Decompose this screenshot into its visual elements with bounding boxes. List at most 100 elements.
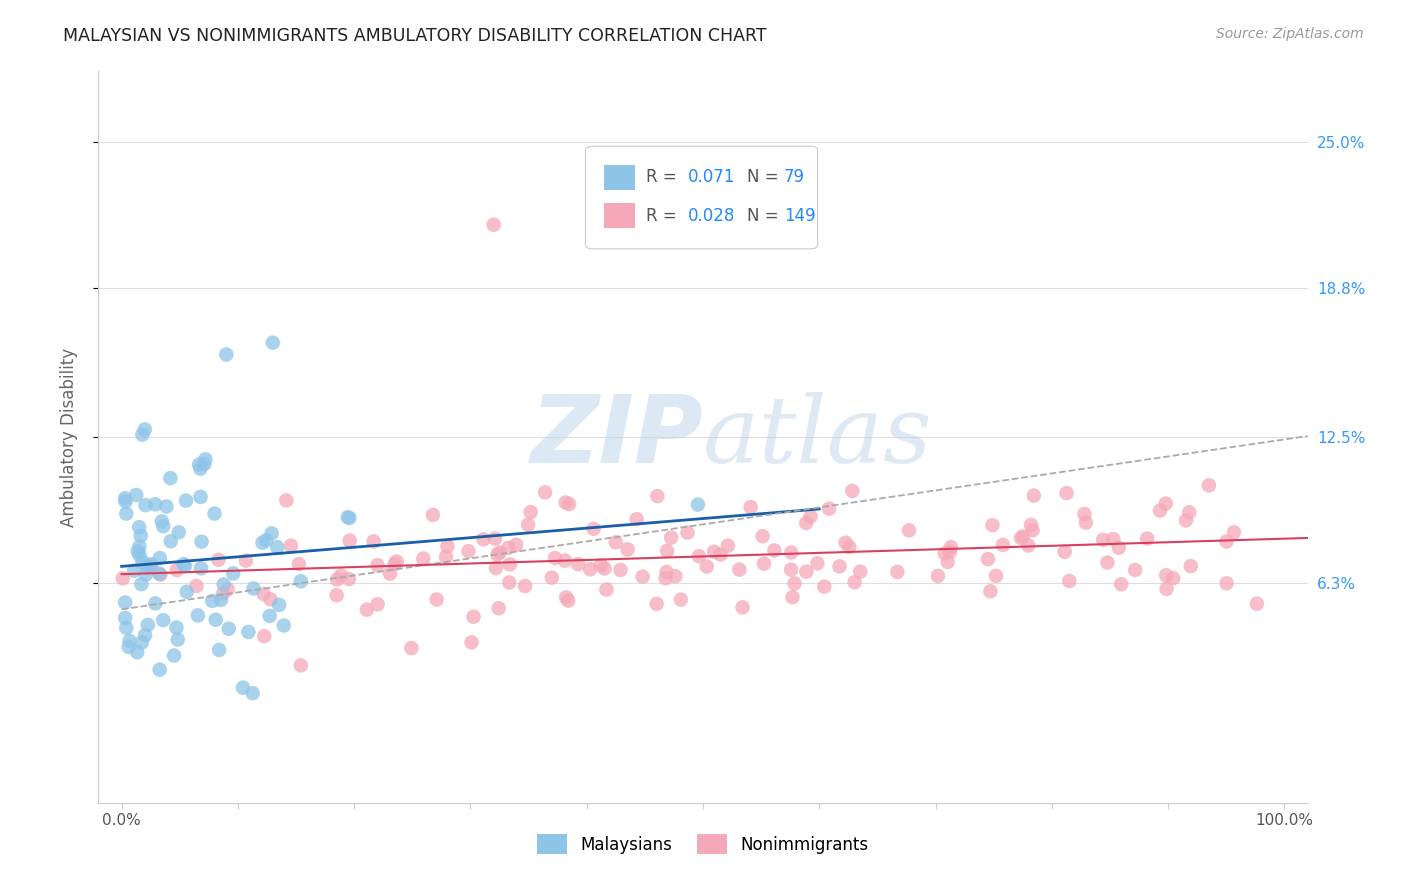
- Point: [1056, 486, 1078, 500]
- Point: [579, 562, 602, 576]
- Point: [688, 549, 710, 564]
- Point: [148, 566, 170, 581]
- Point: [290, 574, 312, 589]
- Point: [517, 517, 540, 532]
- Point: [554, 553, 576, 567]
- Point: [659, 531, 682, 545]
- Point: [609, 563, 631, 577]
- Point: [1136, 532, 1159, 546]
- Point: [152, 519, 174, 533]
- Point: [201, 594, 224, 608]
- Text: atlas: atlas: [703, 392, 932, 482]
- Point: [731, 600, 754, 615]
- Point: [979, 584, 1001, 599]
- Point: [1215, 534, 1237, 549]
- Point: [325, 588, 347, 602]
- Point: [1223, 525, 1246, 540]
- Point: [114, 595, 136, 609]
- Point: [460, 635, 482, 649]
- Point: [616, 542, 638, 557]
- Point: [751, 529, 773, 543]
- Point: [1198, 478, 1220, 492]
- Point: [378, 566, 401, 581]
- Point: [186, 579, 208, 593]
- Text: 79: 79: [783, 169, 804, 186]
- Point: [159, 471, 181, 485]
- Point: [337, 511, 360, 525]
- Point: [595, 582, 617, 597]
- Point: [582, 522, 605, 536]
- Point: [655, 544, 678, 558]
- Point: [159, 534, 181, 549]
- Point: [434, 549, 457, 564]
- Point: [534, 485, 557, 500]
- Point: [194, 452, 217, 467]
- Point: [125, 488, 148, 502]
- Point: [1012, 529, 1035, 543]
- Point: [336, 510, 359, 524]
- Point: [128, 520, 150, 534]
- Point: [187, 608, 209, 623]
- Point: [290, 658, 312, 673]
- Point: [813, 580, 835, 594]
- Point: [218, 622, 240, 636]
- Point: [540, 571, 562, 585]
- Point: [190, 461, 212, 475]
- Point: [193, 457, 215, 471]
- Point: [558, 497, 581, 511]
- Text: ZIP: ZIP: [530, 391, 703, 483]
- Point: [367, 597, 389, 611]
- Point: [385, 554, 408, 568]
- Point: [136, 559, 159, 574]
- Point: [1154, 497, 1177, 511]
- Point: [806, 557, 828, 571]
- Point: [934, 546, 956, 560]
- Point: [647, 489, 669, 503]
- Point: [780, 545, 803, 559]
- Point: [163, 648, 186, 663]
- Legend: Malaysians, Nonimmigrants: Malaysians, Nonimmigrants: [530, 828, 876, 860]
- Point: [363, 534, 385, 549]
- Point: [166, 620, 188, 634]
- Point: [259, 609, 281, 624]
- Point: [498, 575, 520, 590]
- Point: [204, 507, 226, 521]
- Point: [166, 632, 188, 647]
- Point: [1156, 582, 1178, 596]
- Point: [167, 525, 190, 540]
- Point: [330, 568, 353, 582]
- Point: [128, 540, 150, 554]
- Point: [838, 540, 860, 554]
- Point: [384, 557, 406, 571]
- Point: [844, 575, 866, 590]
- Point: [457, 544, 479, 558]
- Point: [134, 498, 156, 512]
- Point: [669, 592, 692, 607]
- Point: [174, 558, 197, 573]
- Point: [1053, 545, 1076, 559]
- Point: [288, 557, 311, 571]
- Point: [898, 524, 921, 538]
- Point: [486, 547, 509, 561]
- Point: [114, 491, 136, 506]
- Point: [664, 569, 686, 583]
- Point: [426, 592, 449, 607]
- Point: [1021, 524, 1043, 538]
- Point: [143, 497, 166, 511]
- Point: [605, 535, 627, 549]
- Point: [1019, 517, 1042, 532]
- Point: [143, 596, 166, 610]
- Point: [235, 553, 257, 567]
- Point: [166, 563, 188, 577]
- Text: 0.028: 0.028: [688, 207, 735, 225]
- Point: [1246, 597, 1268, 611]
- Point: [703, 545, 725, 559]
- Point: [717, 539, 740, 553]
- Point: [828, 559, 851, 574]
- Point: [149, 663, 172, 677]
- Point: [505, 538, 527, 552]
- Point: [645, 597, 668, 611]
- Point: [544, 551, 567, 566]
- Point: [555, 591, 578, 605]
- Point: [134, 628, 156, 642]
